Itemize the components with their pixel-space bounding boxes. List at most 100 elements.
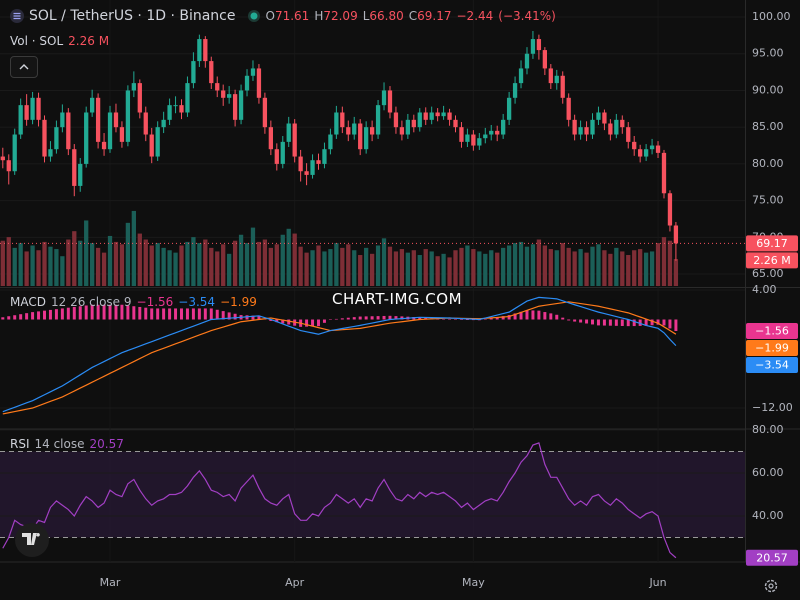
collapse-button[interactable] (10, 56, 38, 78)
macd-histogram-bar (626, 319, 630, 327)
x-tick-label: Jun (648, 576, 666, 589)
candle-body (155, 127, 160, 157)
volume-bar (649, 251, 655, 286)
volume-bar (417, 255, 422, 286)
candle-body (12, 134, 17, 172)
macd-histogram-bar (519, 311, 523, 320)
rsi-value: 20.57 (89, 437, 124, 451)
candle-body (268, 127, 273, 150)
volume-legend: Vol · SOL 2.26 M (10, 34, 109, 48)
candle-body (334, 112, 339, 135)
candle-body (101, 141, 107, 150)
macd-histogram-bar (221, 311, 225, 320)
macd-histogram-bar (19, 314, 23, 320)
candle-body (375, 105, 381, 135)
candle-body (649, 145, 655, 150)
macd-histogram-bar (60, 308, 64, 320)
volume-bar (328, 249, 333, 286)
macd-histogram-bar (251, 315, 255, 320)
candle-body (352, 123, 357, 135)
macd-histogram-bar (394, 316, 398, 320)
y-tick-label: 100.00 (752, 10, 791, 23)
y-tick-label: 65.00 (752, 267, 784, 280)
volume-bar (661, 237, 667, 286)
volume-bar (620, 251, 625, 286)
candle-body (143, 112, 148, 135)
y-tick-label: 40.00 (752, 509, 784, 522)
macd-histogram-bar (120, 304, 124, 320)
macd-histogram-bar (126, 305, 130, 320)
candle-body (453, 119, 458, 128)
volume-bar (632, 250, 637, 286)
volume-bar (459, 247, 464, 286)
volume-bar (161, 247, 166, 286)
candle-body (423, 112, 428, 120)
volume-bar (441, 253, 446, 286)
volume-bar (608, 253, 613, 286)
candle-body (536, 39, 542, 51)
macd-histogram-bar (495, 317, 499, 320)
candle-body (72, 149, 77, 186)
macd-histogram-bar (465, 319, 469, 321)
ohlc-value: 72.09 (323, 9, 358, 23)
macd-histogram-bar (209, 308, 213, 320)
macd-histogram-bar (632, 319, 636, 327)
volume-bar (119, 244, 125, 286)
candle-body (584, 127, 589, 135)
candle-body (137, 83, 142, 113)
candle-body (66, 112, 71, 150)
y-tick-label: 95.00 (752, 47, 784, 60)
candle-body (113, 112, 119, 128)
macd-line (2, 296, 677, 413)
candle-body (250, 68, 256, 76)
volume-bar (54, 249, 59, 286)
volume-bar (322, 251, 327, 286)
macd-histogram-bar (358, 316, 362, 320)
candle-body (489, 130, 494, 135)
y-tick-label: 80.00 (752, 157, 784, 170)
chevron-icon (19, 64, 29, 70)
volume-bar (352, 250, 357, 286)
volume-bar (643, 252, 649, 286)
macd-histogram-box (746, 323, 798, 340)
candle-body (524, 53, 530, 69)
macd-histogram-bar (483, 319, 487, 320)
volume-bar (501, 247, 506, 286)
candle-body (518, 68, 524, 84)
macd-histogram-bar (305, 319, 309, 327)
candle-body (358, 123, 363, 150)
candle-body (227, 94, 232, 98)
macd-histogram-bar (287, 319, 291, 325)
candle-body (477, 138, 482, 146)
macd-histogram-bar (31, 312, 35, 320)
volume-bar (221, 244, 226, 286)
ohlc-key: O (265, 9, 275, 23)
rsi-params: 14 close (34, 437, 85, 451)
volume-bar (274, 244, 279, 286)
volume-bar (262, 239, 268, 286)
y-tick-label: 75.00 (752, 194, 784, 207)
volume-bar (30, 245, 35, 286)
macd-histogram-bar (614, 319, 618, 326)
macd-histogram-bar (489, 318, 493, 320)
change: −2.44 (456, 9, 494, 23)
candle-body (54, 127, 59, 150)
settings-icon[interactable] (764, 579, 778, 593)
macd-histogram-bar (454, 319, 457, 321)
candle-body (185, 83, 190, 113)
macd-histogram-bar (376, 316, 380, 320)
volume-bar (84, 220, 89, 286)
macd-histogram-bar (197, 308, 201, 320)
y-tick-label: 85.00 (752, 120, 784, 133)
macd-histogram-bar (334, 318, 338, 320)
macd-histogram-bar (48, 309, 52, 320)
macd-histogram-bar (156, 308, 160, 320)
macd-histogram-bar (144, 307, 148, 320)
ohlc-key: C (408, 9, 418, 23)
volume-bar (107, 235, 113, 286)
macd-histogram-bar (638, 319, 642, 326)
candle-body (244, 75, 250, 91)
volume-bar (143, 239, 148, 286)
candle-body (274, 149, 279, 164)
macd-histogram-bar (227, 312, 231, 320)
